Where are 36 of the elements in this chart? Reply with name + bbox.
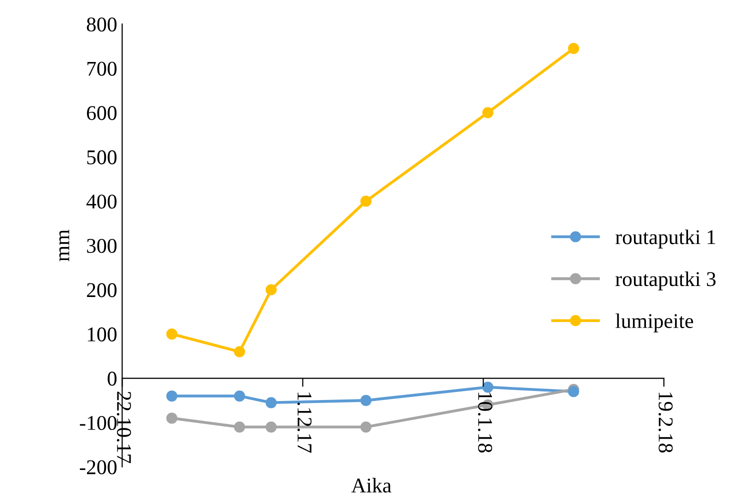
point bbox=[360, 196, 372, 207]
y-tick-label: 400 bbox=[86, 194, 117, 209]
point bbox=[360, 421, 372, 433]
point bbox=[266, 284, 277, 296]
x-tick-label: 1.12.17 bbox=[297, 392, 312, 453]
legend-label: routaputki 3 bbox=[616, 272, 716, 290]
y-tick-label: 0 bbox=[108, 372, 117, 386]
point bbox=[482, 382, 494, 393]
point bbox=[482, 107, 494, 118]
y-tick-label: 300 bbox=[87, 238, 117, 253]
point bbox=[360, 394, 372, 406]
x-tick-label: 10.1.18 bbox=[478, 392, 492, 453]
y-axis-title: mm bbox=[59, 230, 70, 262]
y-tick-label: 200 bbox=[86, 283, 117, 298]
y-tick-label: 600 bbox=[86, 106, 117, 120]
point bbox=[568, 386, 580, 398]
y-tick-label: 700 bbox=[87, 62, 117, 76]
x-axis-title: Aika bbox=[351, 478, 392, 493]
point bbox=[234, 390, 246, 402]
y-tick-label: -200 bbox=[80, 460, 117, 474]
legend-label: routaputki 1 bbox=[616, 230, 716, 248]
y-tick-label: -100 bbox=[80, 416, 117, 430]
point bbox=[266, 397, 277, 408]
point bbox=[568, 42, 580, 54]
point bbox=[166, 390, 178, 402]
y-tick-label: 100 bbox=[88, 327, 117, 342]
x-tick-label: 19.2.18 bbox=[658, 392, 673, 453]
point bbox=[266, 421, 277, 433]
point bbox=[234, 346, 246, 358]
x-tick-label: 22.10.17 bbox=[116, 392, 132, 464]
y-tick-label: 500 bbox=[87, 150, 117, 164]
point bbox=[166, 412, 178, 424]
point bbox=[166, 328, 178, 340]
legend-label: lumipeite bbox=[616, 313, 694, 332]
y-tick-label: 800 bbox=[86, 17, 117, 32]
point bbox=[234, 421, 246, 433]
